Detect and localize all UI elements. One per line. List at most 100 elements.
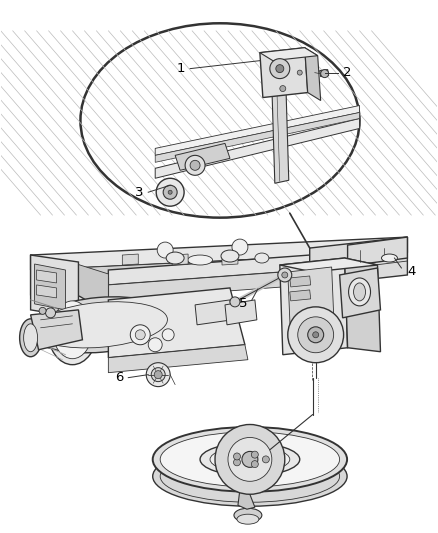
Ellipse shape [28, 297, 173, 353]
Circle shape [297, 70, 302, 75]
Polygon shape [31, 252, 407, 278]
Ellipse shape [48, 295, 97, 365]
Polygon shape [172, 254, 188, 265]
Circle shape [163, 185, 177, 199]
Ellipse shape [24, 324, 38, 352]
Polygon shape [238, 489, 255, 509]
Circle shape [130, 325, 150, 345]
Circle shape [162, 329, 174, 341]
Text: 4: 4 [407, 265, 416, 278]
Polygon shape [272, 83, 289, 183]
Polygon shape [225, 300, 257, 325]
Ellipse shape [255, 253, 269, 263]
Polygon shape [37, 285, 57, 298]
Circle shape [276, 64, 284, 72]
Circle shape [251, 451, 258, 458]
Polygon shape [71, 262, 108, 320]
Circle shape [278, 268, 292, 282]
Circle shape [228, 438, 272, 481]
Polygon shape [339, 268, 381, 318]
Circle shape [313, 332, 319, 338]
Circle shape [282, 272, 288, 278]
Ellipse shape [234, 508, 262, 522]
Circle shape [230, 297, 240, 307]
Ellipse shape [153, 447, 347, 506]
Circle shape [135, 330, 145, 340]
Circle shape [154, 370, 162, 378]
Circle shape [185, 155, 205, 175]
Circle shape [288, 307, 343, 362]
Polygon shape [195, 300, 232, 325]
Ellipse shape [166, 252, 184, 264]
Ellipse shape [353, 283, 366, 301]
Circle shape [233, 453, 240, 460]
Ellipse shape [381, 254, 397, 262]
Polygon shape [31, 310, 82, 350]
Polygon shape [108, 288, 245, 358]
Circle shape [308, 327, 324, 343]
Polygon shape [175, 143, 230, 171]
Polygon shape [280, 258, 348, 355]
Circle shape [270, 59, 290, 78]
Circle shape [151, 368, 165, 382]
Text: 2: 2 [343, 66, 351, 79]
Circle shape [168, 190, 172, 194]
Polygon shape [31, 255, 108, 320]
Polygon shape [122, 254, 138, 265]
Polygon shape [155, 106, 360, 155]
Polygon shape [260, 47, 308, 98]
Ellipse shape [153, 427, 347, 492]
Ellipse shape [349, 278, 371, 306]
Circle shape [215, 424, 285, 494]
Circle shape [39, 308, 46, 314]
Polygon shape [31, 255, 78, 318]
Text: 1: 1 [177, 62, 185, 75]
Polygon shape [31, 270, 108, 308]
Polygon shape [31, 237, 407, 270]
Ellipse shape [237, 514, 259, 524]
Circle shape [190, 160, 200, 171]
Circle shape [46, 308, 56, 318]
Circle shape [262, 456, 269, 463]
Ellipse shape [33, 302, 167, 348]
Text: 5: 5 [240, 297, 248, 310]
Ellipse shape [20, 319, 42, 357]
Polygon shape [305, 47, 321, 101]
Polygon shape [260, 47, 318, 61]
Polygon shape [108, 270, 310, 300]
Ellipse shape [81, 23, 360, 217]
Polygon shape [348, 237, 407, 266]
Polygon shape [290, 290, 311, 301]
Polygon shape [310, 237, 407, 286]
Ellipse shape [160, 432, 339, 487]
Polygon shape [320, 70, 328, 77]
Circle shape [321, 70, 328, 78]
Polygon shape [280, 258, 378, 272]
Polygon shape [35, 264, 66, 310]
Polygon shape [37, 270, 57, 283]
Circle shape [298, 317, 334, 353]
Text: 3: 3 [135, 185, 143, 199]
Ellipse shape [53, 301, 92, 359]
Polygon shape [345, 258, 381, 352]
Polygon shape [222, 254, 238, 265]
Polygon shape [290, 276, 311, 287]
Polygon shape [108, 345, 248, 373]
Circle shape [280, 86, 286, 92]
Circle shape [232, 239, 248, 255]
Circle shape [148, 338, 162, 352]
Circle shape [242, 451, 258, 467]
Ellipse shape [200, 443, 300, 476]
Text: 6: 6 [115, 371, 124, 384]
Polygon shape [288, 267, 335, 343]
Circle shape [157, 242, 173, 258]
Circle shape [146, 362, 170, 386]
Ellipse shape [221, 250, 239, 262]
Polygon shape [155, 118, 360, 178]
Circle shape [156, 178, 184, 206]
Circle shape [251, 461, 258, 467]
Ellipse shape [187, 255, 212, 265]
Circle shape [233, 459, 240, 466]
Polygon shape [108, 255, 310, 285]
Polygon shape [155, 112, 360, 163]
